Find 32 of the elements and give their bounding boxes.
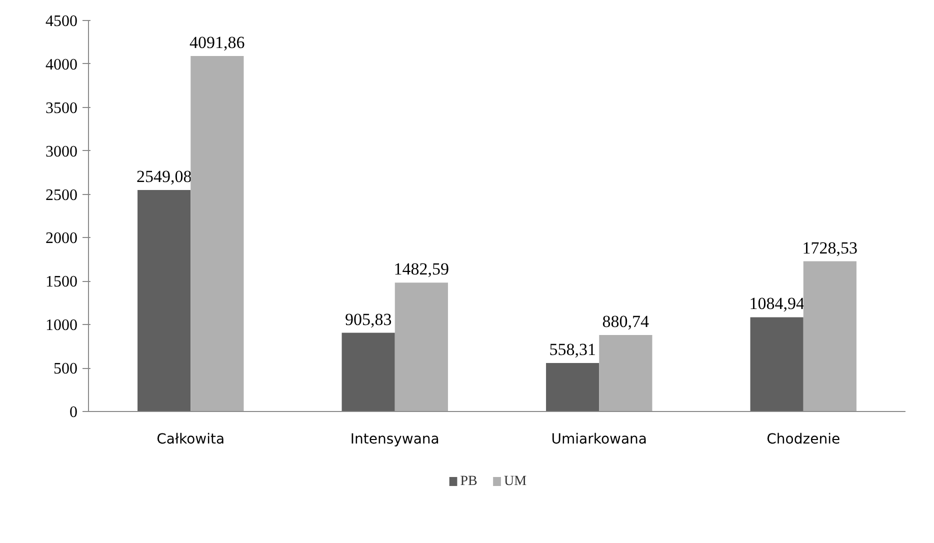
y-tick-label: 4000 [46,56,78,74]
bar [599,334,652,412]
bar [394,282,448,412]
x-tick-label: Chodzenie [766,432,840,448]
y-tick-label: 3000 [46,143,78,160]
data-label: 4091,86 [190,32,245,52]
x-tick-label: Całkowita [156,432,225,448]
y-tick-label: 4500 [46,13,78,30]
y-tick-label: 1500 [46,274,78,291]
x-tick-label: Intensywana [350,432,440,448]
x-tick-label: Umiarkowana [551,432,648,448]
legend-label: UM [504,474,528,489]
data-label: 1084,94 [749,294,805,314]
data-label: 1728,53 [802,238,858,258]
bar [803,261,856,412]
data-label: 558,31 [549,340,596,359]
y-tick-label: 2500 [46,186,78,204]
data-label: 2549,08 [136,167,192,186]
data-label: 905,83 [344,310,392,329]
y-tick-label: 3500 [46,100,78,117]
y-tick-label: 500 [54,360,78,378]
bar [546,362,600,412]
bar [750,317,804,412]
y-tick-label: 0 [70,404,78,421]
y-tick-label: 1000 [46,317,78,334]
data-label: 1482,59 [394,260,450,279]
legend-label: PB [460,474,478,489]
bar [138,190,191,412]
bar [342,332,395,412]
bar [190,56,244,412]
y-tick-label: 2000 [46,230,78,248]
data-label: 880,74 [602,312,650,331]
